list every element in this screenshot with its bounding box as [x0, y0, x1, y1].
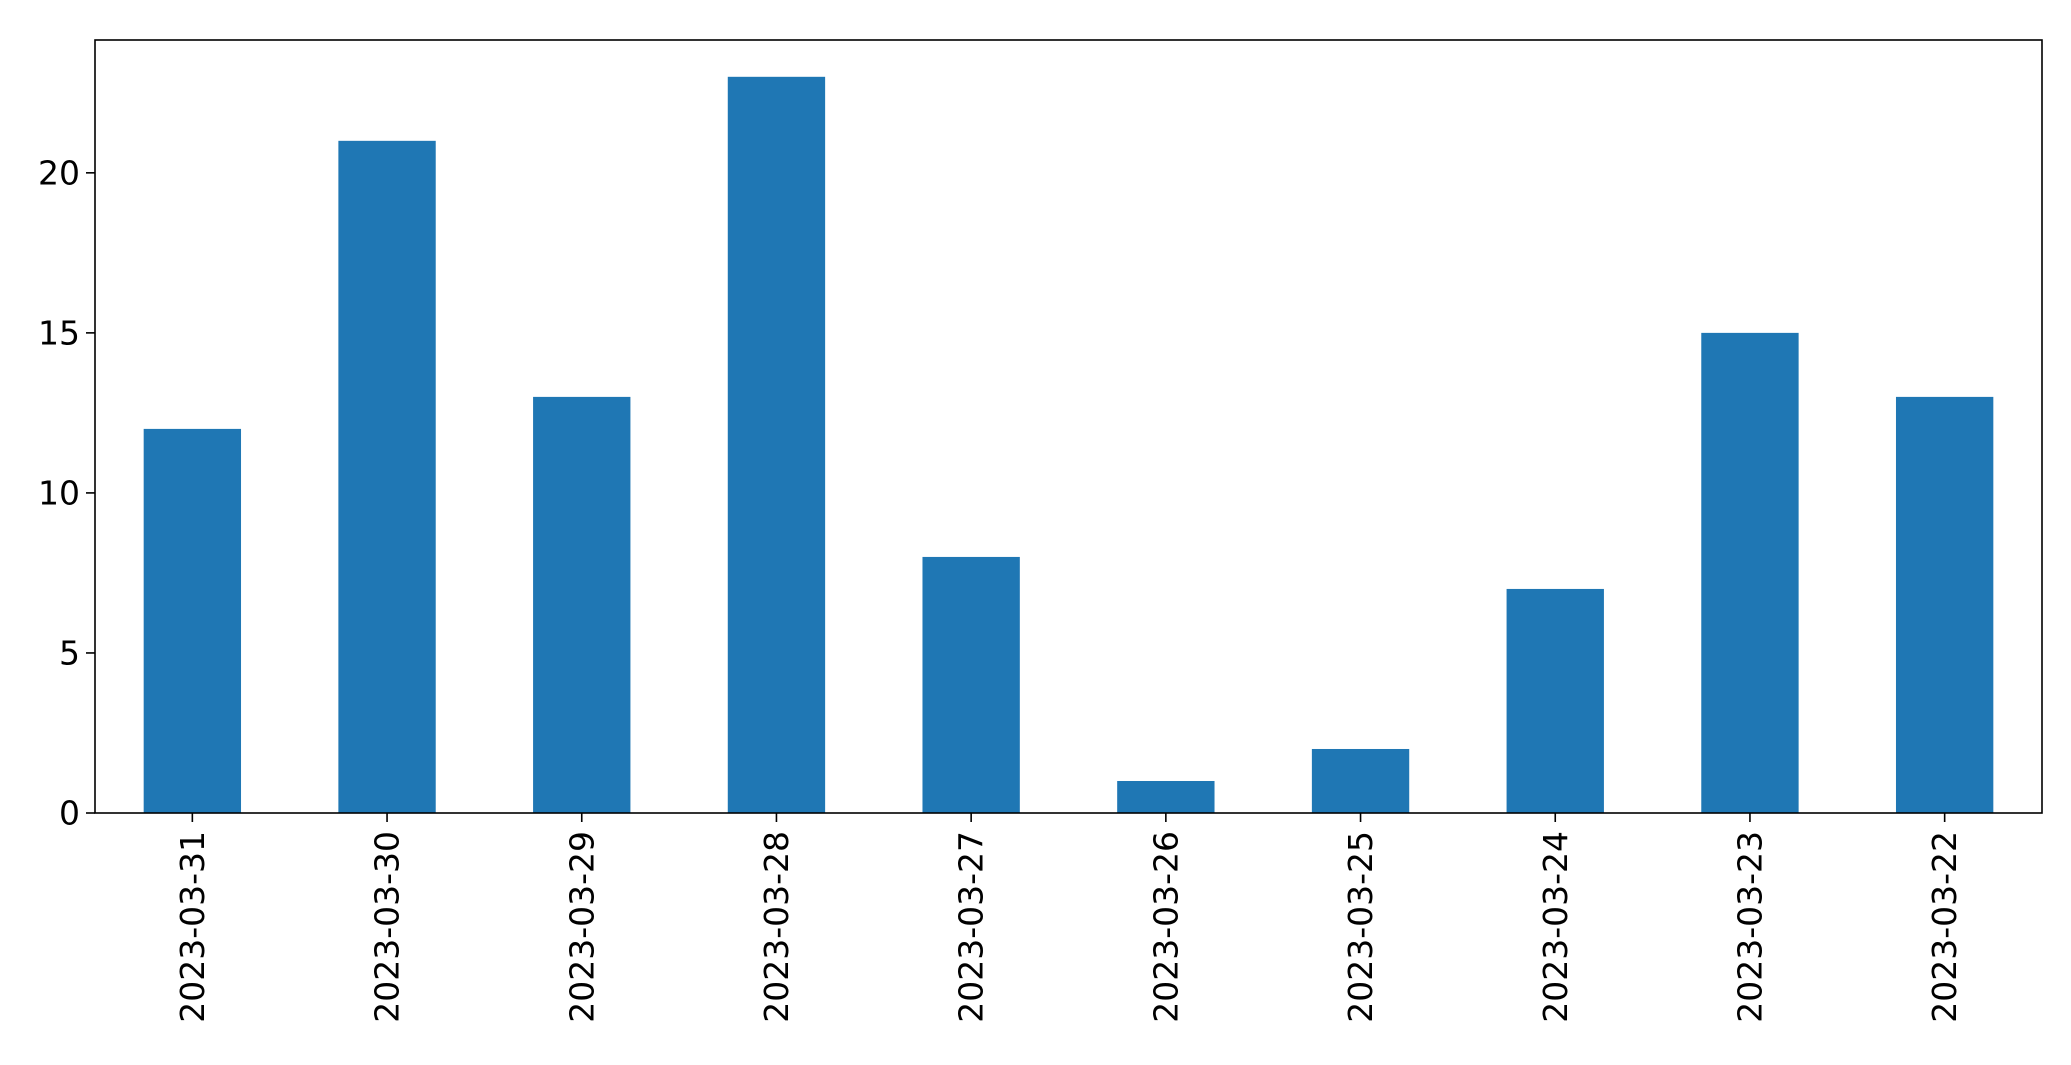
bar-2023-03-31 [143, 428, 242, 813]
y-axis: 0 5 10 15 20 [38, 153, 95, 833]
x-tick-label: 2023-03-27 [952, 831, 991, 1023]
y-tick-label: 5 [59, 633, 80, 672]
x-tick-label: 2023-03-24 [1536, 831, 1575, 1023]
x-axis: 2023-03-31 2023-03-30 2023-03-29 2023-03-28… [173, 813, 1964, 1023]
x-tick-label: 2023-03-30 [368, 831, 407, 1023]
y-tick-label: 15 [38, 313, 80, 352]
x-tick-label: 2023-03-23 [1730, 831, 1769, 1023]
y-tick-label: 20 [38, 153, 80, 192]
x-tick-label: 2023-03-22 [1925, 831, 1964, 1023]
y-tick-label: 0 [59, 794, 80, 833]
bar-2023-03-23 [1701, 332, 1799, 813]
bars-group [143, 76, 1994, 814]
y-tick-label: 10 [38, 473, 80, 512]
bar-2023-03-27 [922, 556, 1020, 813]
plot-frame [94, 39, 2043, 814]
x-tick-label: 2023-03-25 [1341, 831, 1380, 1023]
x-tick-label: 2023-03-31 [173, 831, 212, 1023]
bar-2023-03-26 [1117, 780, 1215, 813]
bar-2023-03-22 [1895, 396, 1994, 813]
bar-2023-03-28 [727, 76, 826, 814]
x-tick-label: 2023-03-29 [562, 831, 601, 1023]
bar-2023-03-25 [1311, 748, 1410, 813]
bar-2023-03-24 [1506, 588, 1604, 813]
x-tick-label: 2023-03-26 [1146, 831, 1185, 1023]
x-tick-label: 2023-03-28 [757, 831, 796, 1023]
bar-2023-03-29 [533, 396, 631, 813]
bar-2023-03-30 [338, 140, 436, 814]
